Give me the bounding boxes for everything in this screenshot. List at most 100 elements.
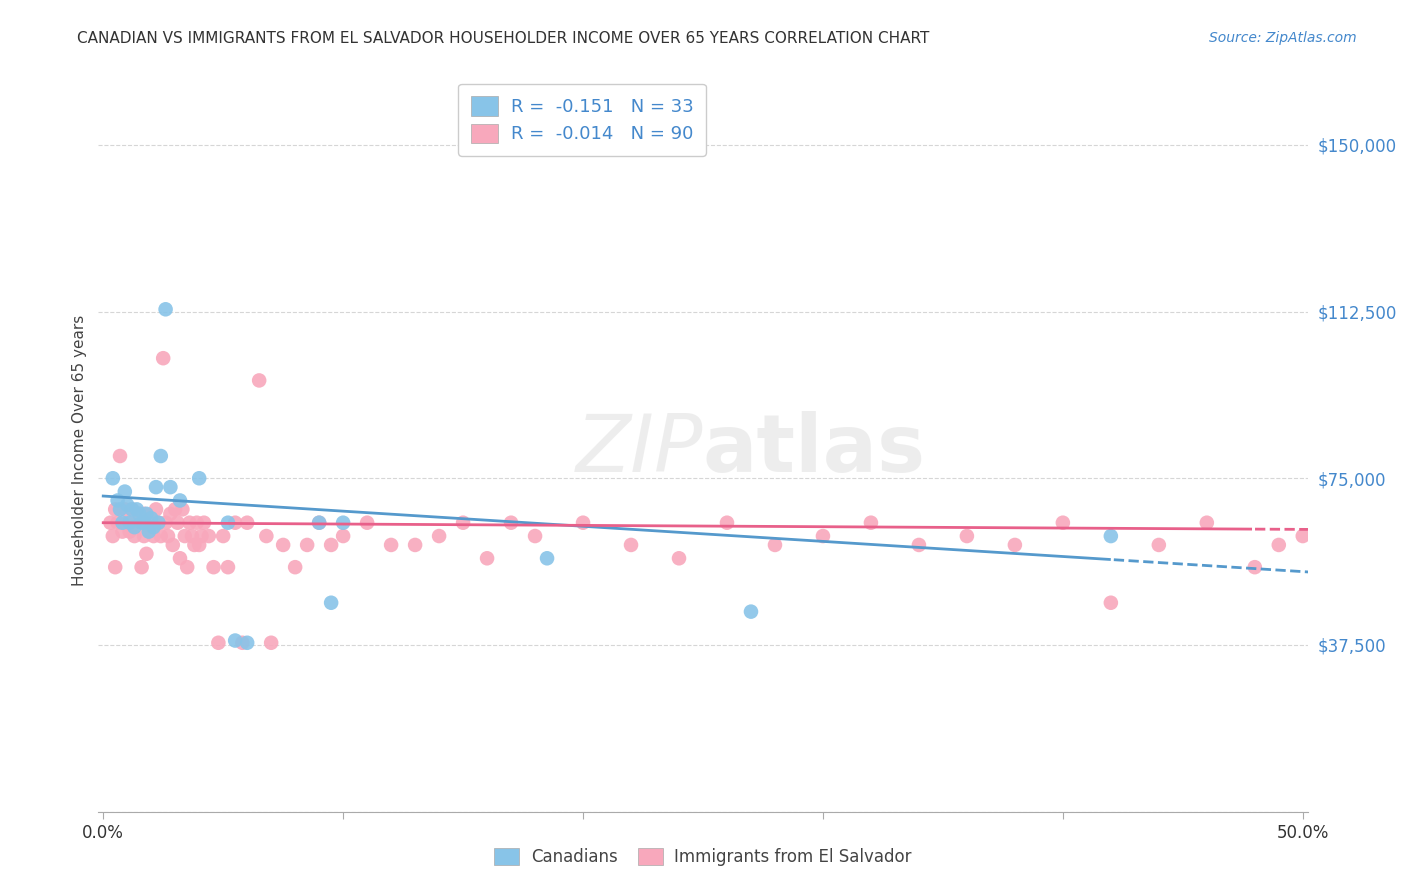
Point — [1004, 538, 1026, 552]
Point — [159, 480, 181, 494]
Point — [811, 529, 834, 543]
Point — [190, 529, 212, 543]
Point — [260, 636, 283, 650]
Point — [165, 502, 187, 516]
Point — [124, 520, 146, 534]
Point — [254, 529, 277, 543]
Point — [104, 560, 127, 574]
Legend: R =  -0.151   N = 33, R =  -0.014   N = 90: R = -0.151 N = 33, R = -0.014 N = 90 — [458, 84, 706, 156]
Point — [212, 529, 235, 543]
Point — [101, 529, 124, 543]
Point — [956, 529, 979, 543]
Point — [1388, 538, 1406, 552]
Point — [156, 529, 179, 543]
Point — [1195, 516, 1218, 530]
Point — [145, 502, 167, 516]
Point — [107, 516, 129, 530]
Point — [148, 516, 170, 530]
Point — [142, 520, 165, 534]
Point — [572, 516, 595, 530]
Point — [101, 471, 124, 485]
Point — [107, 493, 129, 508]
Point — [131, 516, 153, 530]
Text: ZIP: ZIP — [575, 411, 703, 490]
Point — [124, 529, 146, 543]
Point — [142, 529, 165, 543]
Point — [308, 516, 330, 530]
Point — [740, 605, 762, 619]
Point — [100, 516, 122, 530]
Point — [104, 502, 127, 516]
Point — [1052, 516, 1074, 530]
Point — [524, 529, 547, 543]
Point — [138, 520, 160, 534]
Point — [295, 538, 318, 552]
Point — [131, 560, 153, 574]
Point — [149, 449, 172, 463]
Point — [186, 516, 208, 530]
Point — [404, 538, 426, 552]
Y-axis label: Householder Income Over 65 years: Householder Income Over 65 years — [72, 315, 87, 586]
Point — [356, 516, 378, 530]
Point — [118, 524, 141, 539]
Point — [284, 560, 307, 574]
Point — [155, 516, 177, 530]
Point — [908, 538, 931, 552]
Point — [451, 516, 474, 530]
Point — [236, 636, 259, 650]
Point — [427, 529, 450, 543]
Point — [1243, 560, 1265, 574]
Point — [132, 529, 155, 543]
Point — [173, 529, 195, 543]
Point — [207, 636, 229, 650]
Point — [247, 373, 270, 387]
Point — [179, 516, 201, 530]
Point — [172, 502, 194, 516]
Point — [1316, 560, 1339, 574]
Point — [271, 538, 294, 552]
Point — [332, 516, 354, 530]
Point — [332, 529, 354, 543]
Point — [380, 538, 402, 552]
Point — [115, 498, 138, 512]
Point — [121, 502, 143, 516]
Point — [162, 538, 184, 552]
Point — [125, 516, 148, 530]
Point — [138, 524, 160, 539]
Point — [114, 484, 136, 499]
Point — [149, 529, 172, 543]
Point — [1292, 529, 1315, 543]
Point — [108, 449, 131, 463]
Point — [217, 560, 239, 574]
Point — [111, 516, 134, 530]
Point — [176, 560, 198, 574]
Text: CANADIAN VS IMMIGRANTS FROM EL SALVADOR HOUSEHOLDER INCOME OVER 65 YEARS CORRELA: CANADIAN VS IMMIGRANTS FROM EL SALVADOR … — [77, 31, 929, 46]
Point — [169, 551, 191, 566]
Point — [166, 516, 188, 530]
Point — [141, 511, 163, 525]
Point — [193, 516, 215, 530]
Point — [152, 351, 174, 366]
Point — [108, 502, 131, 516]
Point — [181, 529, 204, 543]
Point — [1147, 538, 1170, 552]
Legend: Canadians, Immigrants from El Salvador: Canadians, Immigrants from El Salvador — [488, 841, 918, 873]
Point — [132, 516, 155, 530]
Point — [128, 507, 150, 521]
Point — [115, 516, 138, 530]
Point — [236, 516, 259, 530]
Point — [231, 636, 253, 650]
Point — [114, 502, 136, 516]
Point — [308, 516, 330, 530]
Point — [224, 516, 246, 530]
Point — [321, 538, 343, 552]
Point — [536, 551, 558, 566]
Point — [121, 502, 143, 516]
Point — [125, 502, 148, 516]
Point — [202, 560, 225, 574]
Point — [188, 538, 211, 552]
Text: atlas: atlas — [703, 411, 927, 490]
Point — [159, 507, 181, 521]
Point — [169, 493, 191, 508]
Point — [197, 529, 219, 543]
